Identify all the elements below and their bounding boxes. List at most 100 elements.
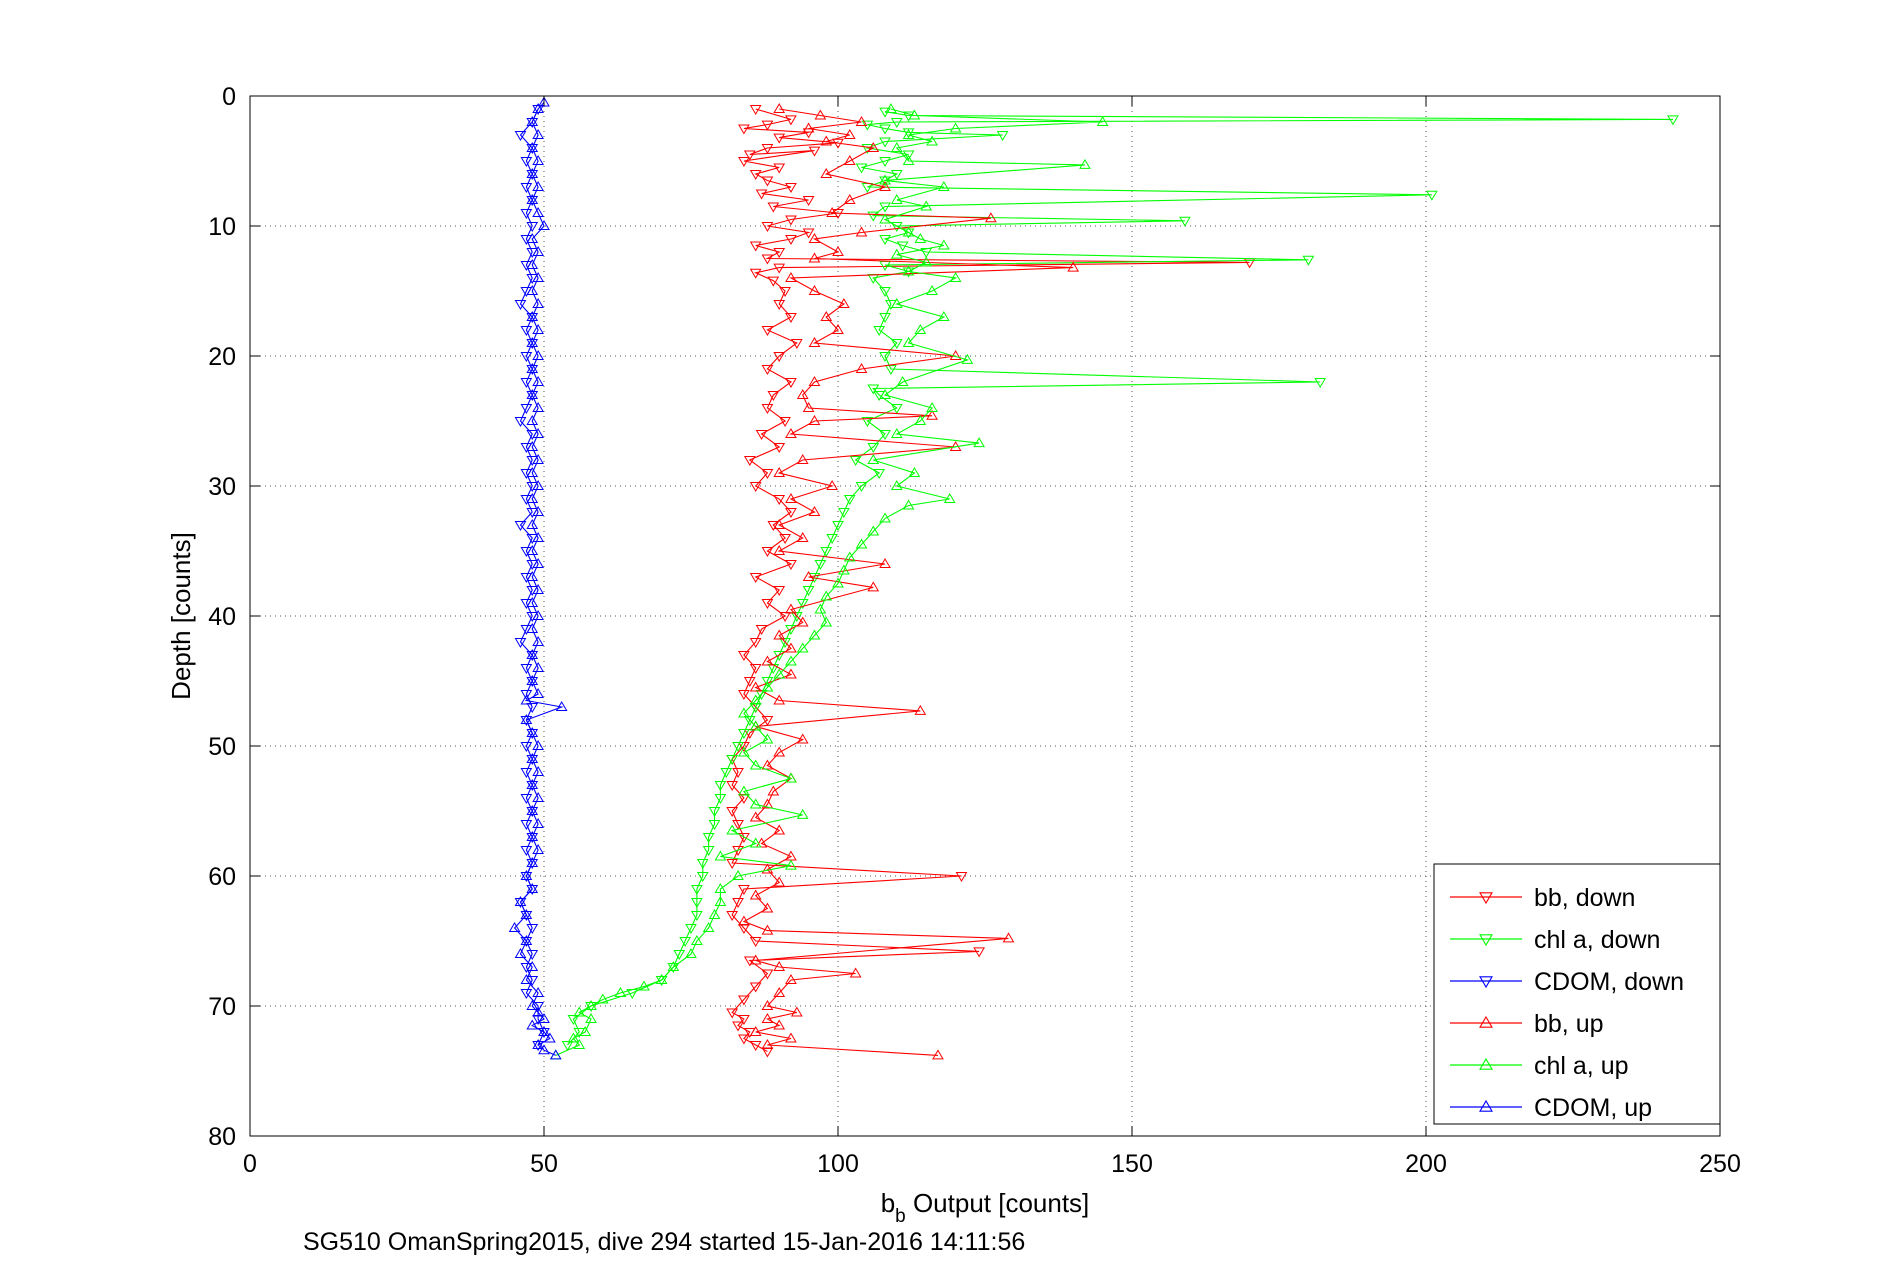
data-point (779, 417, 791, 427)
data-point (796, 808, 809, 819)
data-point (808, 337, 821, 347)
data-point (949, 122, 962, 133)
data-point (520, 935, 533, 945)
data-point (532, 324, 544, 334)
data-point (896, 241, 909, 252)
y-tick-label: 50 (208, 733, 236, 761)
data-point (761, 254, 774, 265)
data-point (673, 950, 686, 960)
data-point (896, 376, 909, 386)
data-point (761, 902, 774, 913)
data-point (879, 137, 891, 148)
data-point (532, 376, 544, 386)
data-point (808, 629, 821, 640)
data-point (532, 402, 544, 412)
data-point (785, 115, 797, 126)
data-point (761, 222, 774, 232)
data-point (761, 365, 774, 375)
data-point (773, 961, 786, 971)
data-point (526, 805, 539, 815)
data-point (532, 155, 544, 165)
data-point (532, 1041, 544, 1051)
data-point (761, 863, 774, 874)
data-point (514, 521, 527, 531)
data-point (532, 987, 544, 997)
data-point (885, 365, 897, 375)
data-point (890, 118, 903, 128)
data-point (520, 690, 533, 700)
data-point (508, 922, 521, 932)
data-point (749, 170, 762, 180)
data-point (1067, 261, 1080, 272)
data-point (526, 194, 539, 204)
data-point (855, 482, 868, 492)
data-point (532, 272, 544, 282)
data-point (902, 150, 915, 161)
data-point (902, 128, 915, 139)
data-point (890, 142, 903, 152)
data-point (820, 135, 833, 146)
data-point (826, 480, 838, 490)
data-point (902, 499, 915, 510)
data-point (890, 194, 903, 204)
data-point (526, 924, 539, 934)
data-point (873, 469, 886, 479)
y-tick-label: 80 (208, 1123, 236, 1151)
data-point (890, 339, 903, 349)
data-point (749, 798, 762, 809)
axis-ticks: 0 50 100 150 200 250 0 10 20 30 40 50 60 70 80 (208, 83, 1741, 1178)
data-point (526, 807, 539, 817)
series-cdom-down (514, 105, 550, 1051)
data-point (738, 995, 750, 1006)
data-point (926, 409, 938, 420)
data-point (773, 629, 786, 640)
data-point (532, 688, 544, 698)
data-point (820, 616, 833, 627)
data-point (749, 837, 762, 848)
data-point (520, 664, 533, 674)
legend-marker (1479, 892, 1493, 905)
data-point (720, 768, 733, 778)
data-point (849, 967, 862, 978)
data-point (937, 311, 950, 321)
data-point (773, 876, 786, 887)
data-point (514, 417, 527, 427)
legend-marker (1479, 934, 1493, 947)
x-tick-label: 150 (1111, 1150, 1153, 1178)
legend-marker (1479, 1015, 1493, 1028)
data-point (526, 649, 539, 659)
data-point (785, 974, 797, 984)
data-point (743, 716, 756, 726)
data-point (879, 213, 891, 224)
series-line-chl-a-up (555, 108, 1103, 1056)
data-point (526, 727, 539, 737)
data-point (1002, 932, 1015, 943)
data-point (779, 638, 791, 648)
data-point (749, 105, 762, 115)
data-point (532, 844, 544, 854)
data-point (526, 467, 539, 477)
data-point (955, 872, 968, 882)
data-point (779, 287, 791, 297)
data-point (526, 755, 539, 765)
data-point (761, 924, 774, 935)
data-point (1179, 216, 1191, 227)
data-point (532, 298, 544, 308)
data-point (526, 571, 539, 581)
data-point (667, 963, 680, 973)
data-point (614, 987, 627, 997)
data-point (796, 616, 809, 627)
data-point (732, 768, 744, 778)
data-point (714, 850, 727, 861)
data-point (761, 759, 774, 770)
data-point (549, 1049, 562, 1060)
data-point (526, 729, 539, 739)
data-point (532, 506, 544, 516)
legend-label: CDOM, up (1534, 1094, 1652, 1122)
data-point (785, 668, 797, 679)
data-point (785, 859, 797, 870)
series-chl-a-down (561, 107, 1679, 1051)
data-point (696, 872, 709, 882)
data-point (567, 1032, 580, 1043)
data-point (761, 144, 774, 154)
